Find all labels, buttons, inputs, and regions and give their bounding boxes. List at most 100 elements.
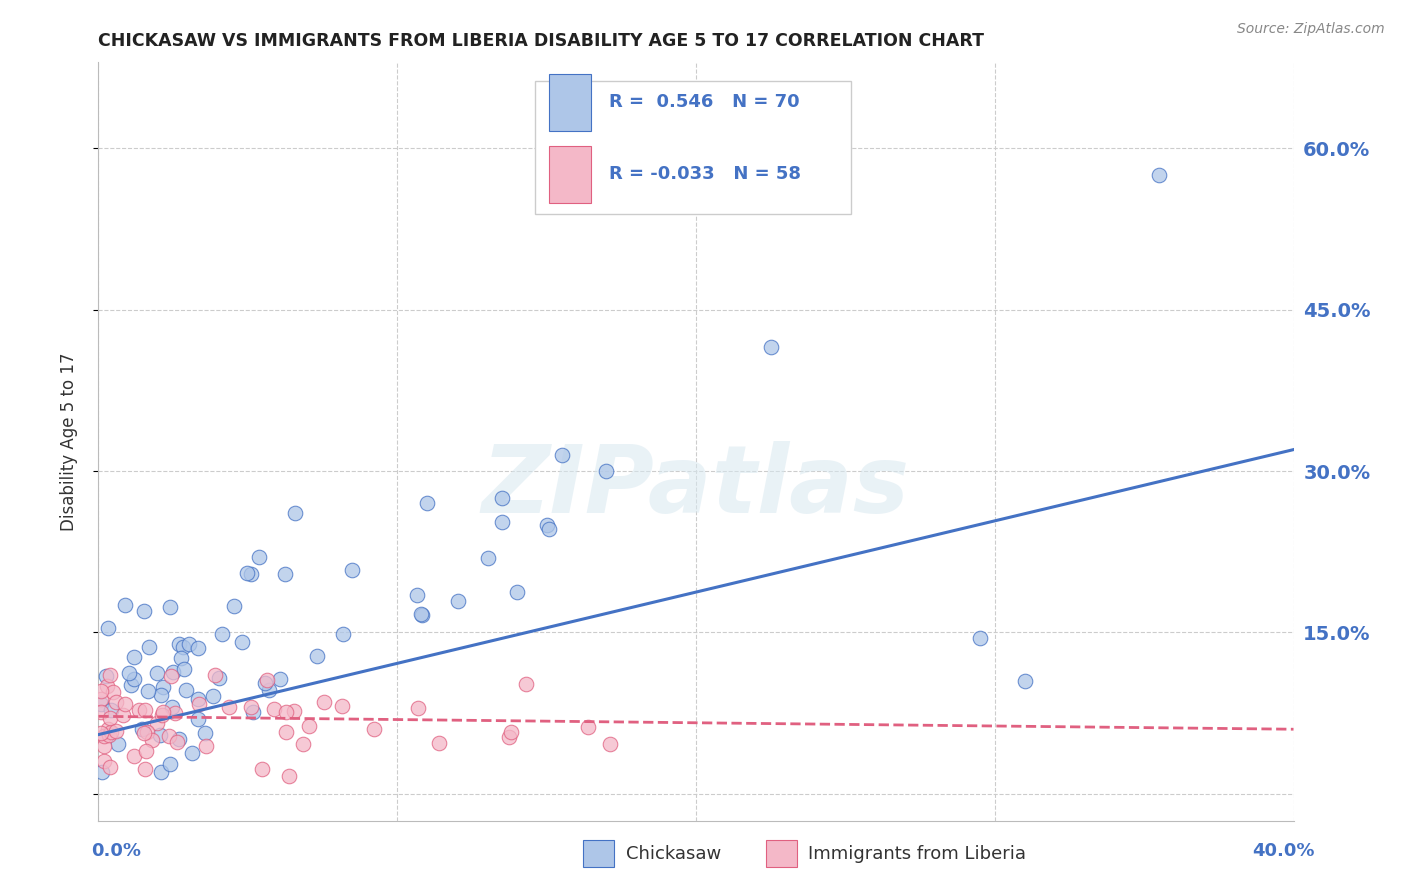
Point	[363, 723, 385, 737]
Point	[152, 706, 174, 720]
Point	[242, 705, 264, 719]
Point	[550, 448, 572, 462]
Point	[576, 720, 599, 734]
Point	[90, 765, 112, 780]
Point	[93, 729, 115, 743]
Point	[124, 749, 146, 764]
Point	[257, 682, 280, 697]
Point	[292, 737, 315, 751]
Point	[284, 506, 307, 520]
Point	[239, 699, 262, 714]
Text: R =  0.546   N = 70: R = 0.546 N = 70	[609, 94, 800, 112]
Point	[969, 631, 991, 645]
Point	[298, 719, 321, 733]
Point	[100, 725, 122, 739]
Point	[506, 585, 529, 599]
Point	[537, 522, 560, 536]
Point	[174, 683, 197, 698]
Point	[253, 676, 276, 690]
Point	[173, 662, 195, 676]
Point	[93, 755, 115, 769]
Point	[169, 731, 191, 746]
Point	[138, 640, 160, 654]
Point	[93, 739, 115, 754]
Point	[136, 725, 159, 739]
Point	[211, 627, 233, 641]
Point	[152, 680, 174, 694]
Point	[411, 608, 433, 623]
Point	[90, 698, 112, 712]
Point	[159, 599, 181, 614]
Point	[1147, 169, 1170, 183]
Point	[105, 695, 128, 709]
Point	[166, 734, 188, 748]
Point	[236, 566, 259, 581]
FancyBboxPatch shape	[534, 81, 852, 214]
Point	[759, 341, 782, 355]
Point	[120, 678, 142, 692]
Point	[96, 679, 118, 693]
Point	[515, 677, 537, 691]
Point	[141, 733, 163, 747]
Point	[159, 756, 181, 771]
Point	[263, 702, 285, 716]
Point	[277, 769, 299, 783]
Point	[98, 668, 122, 682]
Point	[218, 699, 240, 714]
Point	[135, 744, 157, 758]
Point	[595, 464, 617, 478]
Point	[208, 671, 231, 685]
Point	[269, 673, 291, 687]
Point	[160, 669, 183, 683]
Text: Immigrants from Liberia: Immigrants from Liberia	[808, 845, 1026, 863]
Point	[131, 722, 153, 736]
Point	[114, 598, 136, 612]
Point	[145, 716, 167, 731]
Point	[172, 640, 194, 654]
Point	[104, 724, 127, 739]
Point	[340, 563, 363, 577]
Point	[160, 700, 183, 714]
Point	[100, 703, 122, 717]
Point	[149, 727, 172, 741]
Text: 0.0%: 0.0%	[91, 842, 142, 860]
Point	[204, 668, 226, 682]
Text: R = -0.033   N = 58: R = -0.033 N = 58	[609, 165, 801, 183]
Point	[134, 703, 156, 717]
Point	[97, 722, 120, 736]
Point	[162, 665, 184, 680]
Point	[134, 726, 156, 740]
Point	[114, 697, 136, 711]
Point	[98, 760, 122, 774]
Point	[250, 763, 273, 777]
Point	[187, 692, 209, 706]
Point	[256, 673, 278, 687]
Point	[107, 738, 129, 752]
Point	[165, 706, 187, 720]
Point	[491, 491, 513, 505]
Point	[231, 635, 253, 649]
Point	[118, 665, 141, 680]
Text: Source: ZipAtlas.com: Source: ZipAtlas.com	[1237, 22, 1385, 37]
Point	[283, 704, 305, 718]
Point	[498, 730, 520, 744]
Point	[157, 729, 180, 743]
Point	[136, 684, 159, 698]
Point	[477, 550, 499, 565]
Point	[274, 566, 297, 581]
Text: ZIPatlas: ZIPatlas	[482, 441, 910, 533]
Point	[406, 700, 429, 714]
Point	[416, 496, 439, 510]
Point	[90, 726, 112, 740]
Point	[307, 648, 329, 663]
Point	[447, 594, 470, 608]
Point	[194, 726, 217, 740]
Point	[599, 737, 621, 751]
Point	[179, 637, 201, 651]
Text: Chickasaw: Chickasaw	[626, 845, 721, 863]
Point	[201, 690, 224, 704]
Point	[150, 688, 173, 702]
Y-axis label: Disability Age 5 to 17: Disability Age 5 to 17	[59, 352, 77, 531]
Point	[240, 566, 263, 581]
Point	[247, 549, 270, 564]
